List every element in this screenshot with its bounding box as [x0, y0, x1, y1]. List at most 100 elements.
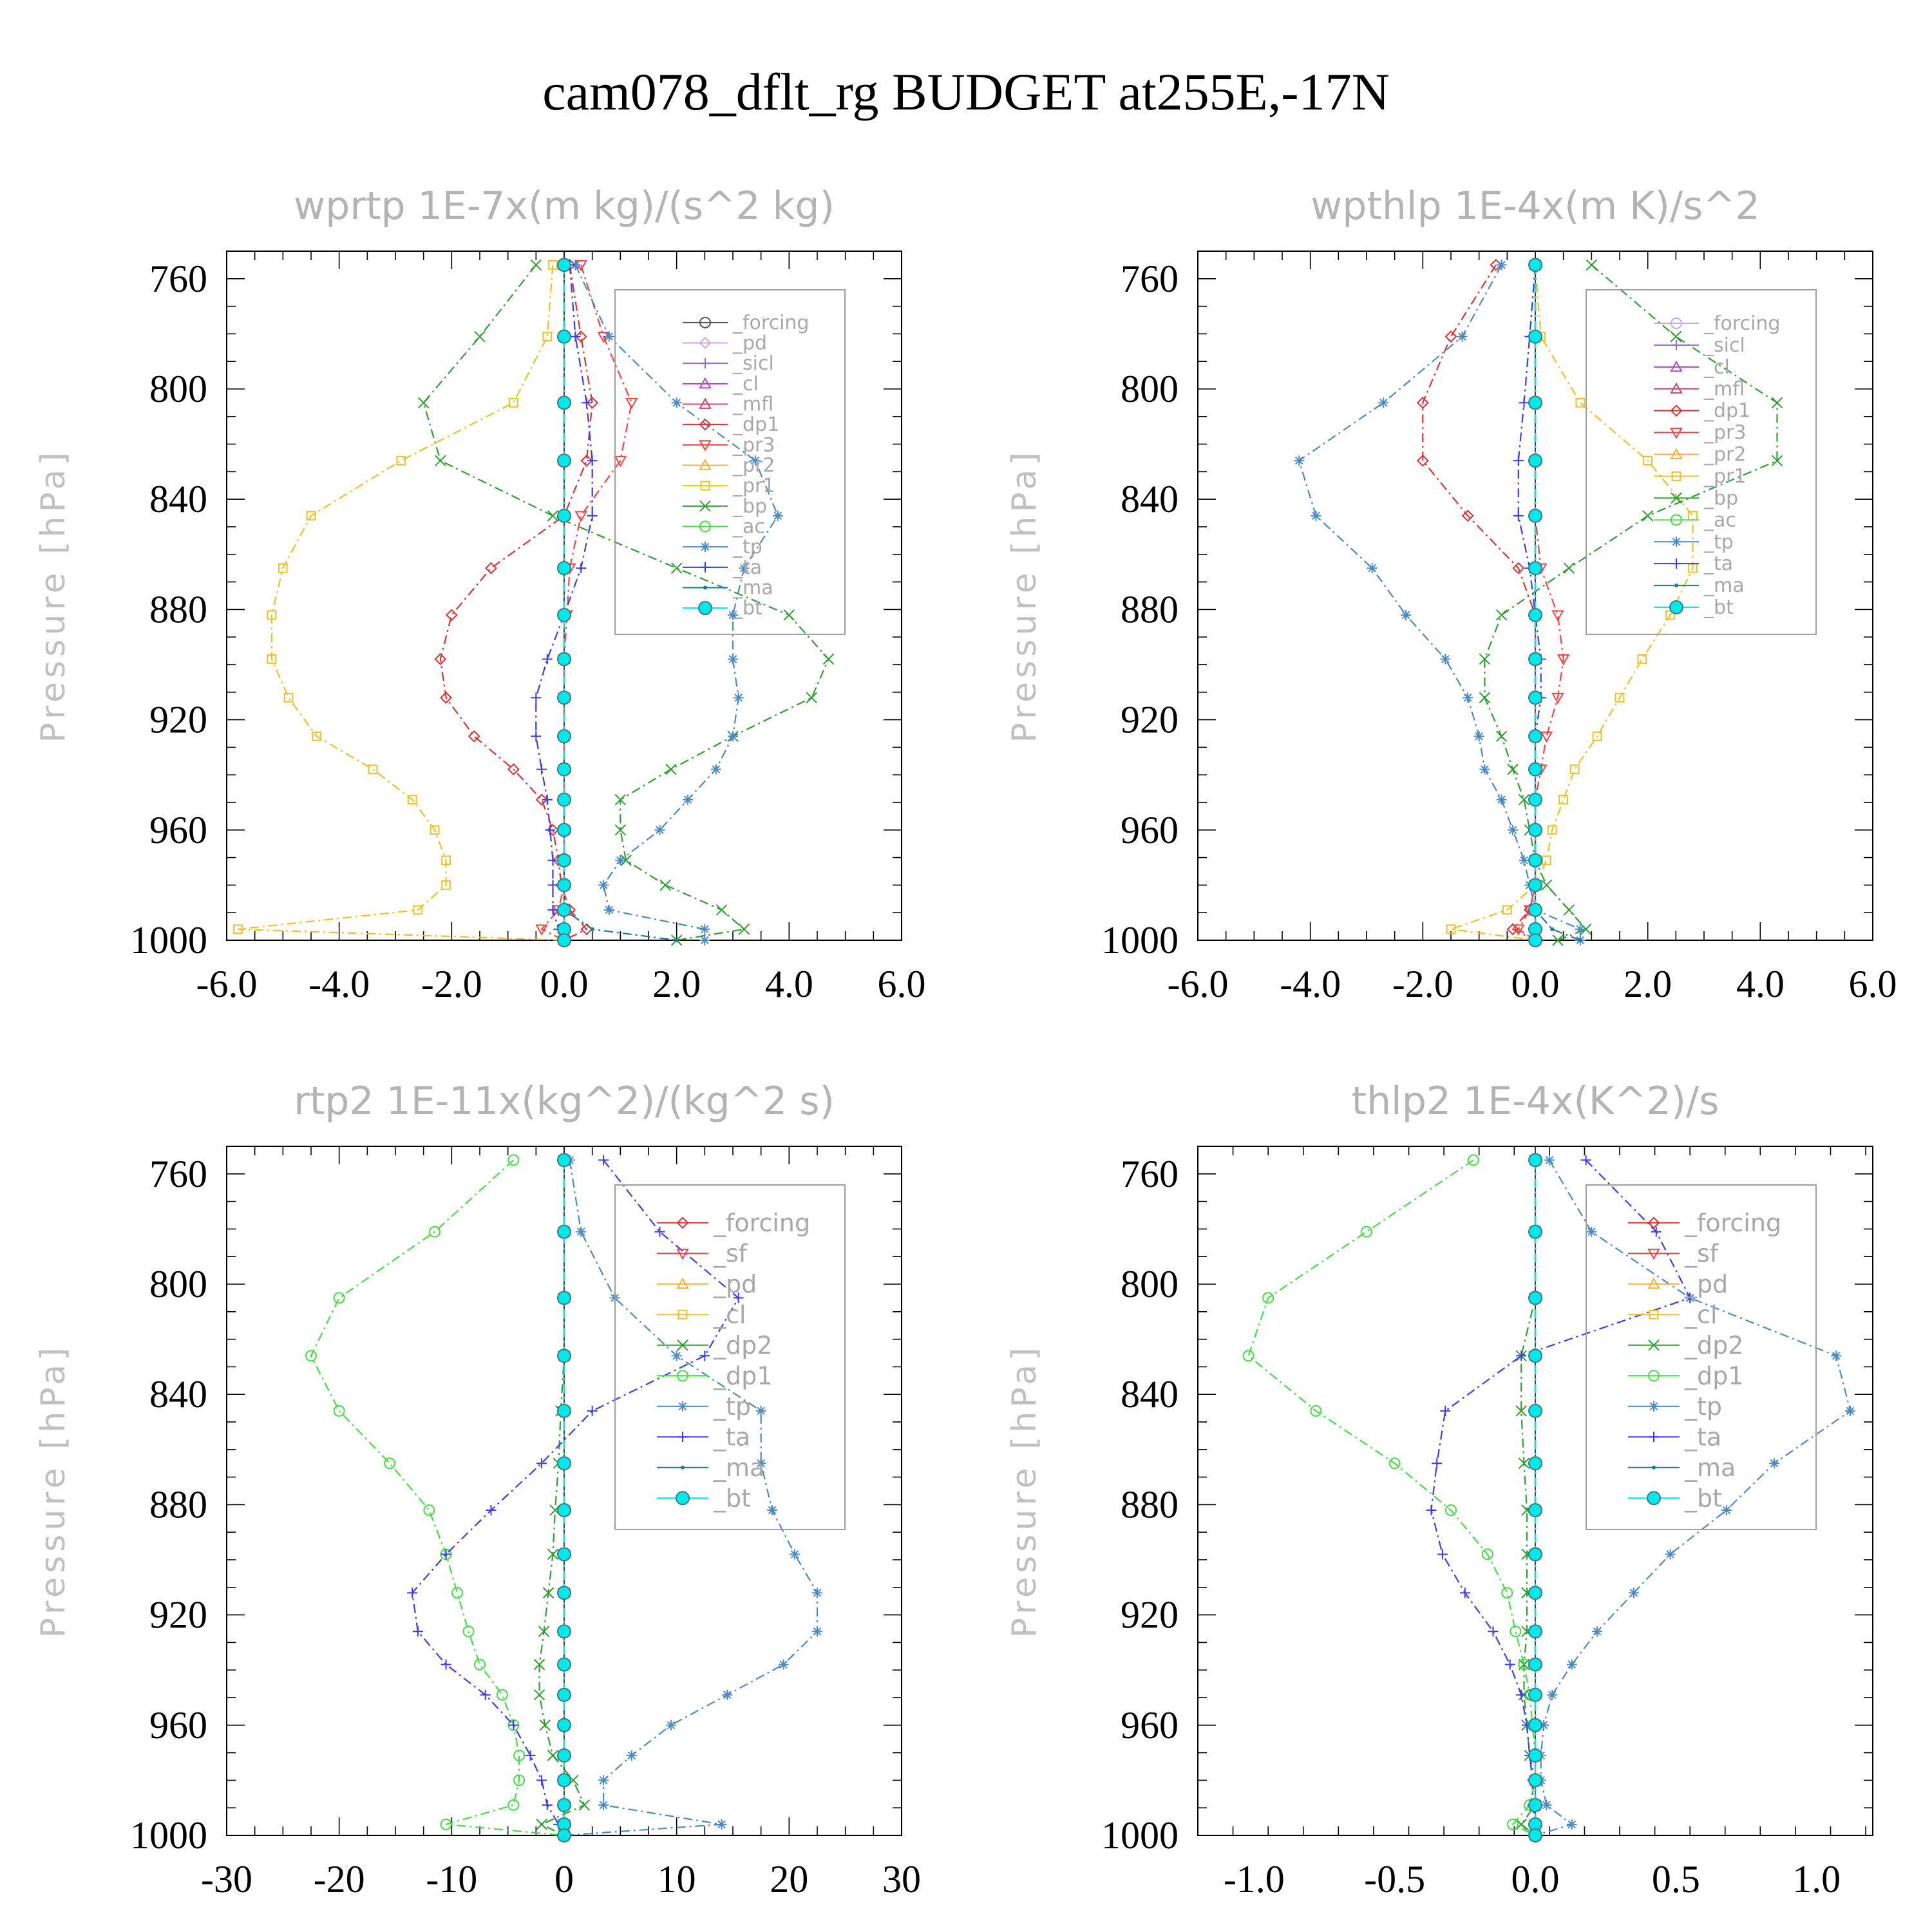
legend-marker — [700, 480, 710, 491]
data-point — [547, 904, 558, 915]
legend-label: _bt — [1684, 1484, 1722, 1512]
data-point — [728, 654, 738, 665]
legend-marker — [698, 601, 712, 616]
legend-entry-sicl: _sicl — [683, 352, 774, 375]
data-point — [267, 654, 277, 664]
legend-entry-bp: _bp — [683, 495, 767, 518]
data-point — [434, 653, 447, 665]
legend-label: _bp — [1703, 487, 1738, 509]
legend-entry-dp1: _dp1 — [657, 1361, 772, 1390]
data-point — [1528, 1547, 1542, 1562]
legend-label: _forcing — [713, 1209, 810, 1237]
legend-marker — [677, 1340, 688, 1351]
data-point — [1496, 794, 1507, 805]
data-point — [1432, 1458, 1443, 1469]
data-point — [1440, 654, 1451, 665]
data-point — [407, 1587, 418, 1598]
data-point — [614, 455, 627, 468]
legend-entry-ta: _ta — [1654, 553, 1733, 575]
panel-title: thlp2 1E-4x(K^2)/s — [1351, 1079, 1719, 1124]
data-point — [557, 1828, 571, 1842]
data-point — [1501, 1587, 1513, 1599]
data-point — [710, 764, 721, 775]
data-point — [547, 1750, 559, 1761]
data-point — [1578, 938, 1582, 942]
y-tick-label: 800 — [1121, 1263, 1179, 1305]
data-point — [1541, 1799, 1552, 1810]
legend-label: _bt — [713, 1484, 751, 1512]
data-point — [822, 653, 835, 665]
data-point — [1540, 879, 1553, 891]
data-point — [1513, 455, 1524, 466]
data-point — [430, 825, 440, 835]
series-line — [238, 265, 565, 942]
data-point — [1507, 1818, 1519, 1830]
data-point — [587, 510, 598, 521]
legend: _forcing_sf _pd_cl_dp2_dp1_tp_ta _ma_bt — [1586, 1184, 1817, 1530]
data-point — [580, 454, 593, 467]
data-point — [1592, 731, 1602, 741]
series-line — [1450, 265, 1694, 942]
legend-label: _sicl — [732, 352, 774, 375]
data-point — [783, 609, 795, 621]
series-line — [538, 1160, 585, 1836]
y-tick-label: 800 — [149, 368, 207, 410]
x-tick-label: 0.0 — [1511, 1858, 1560, 1900]
legend-marker — [1652, 1465, 1656, 1470]
data-point — [812, 1626, 822, 1637]
data-point — [1528, 607, 1542, 622]
data-point — [683, 794, 694, 805]
data-point — [1528, 1456, 1542, 1471]
data-point — [1495, 730, 1508, 742]
x-tick-label: -10 — [426, 1858, 477, 1900]
legend-label: _pr3 — [1703, 422, 1746, 444]
series-line — [1517, 265, 1542, 940]
legend-label: _bt — [1703, 596, 1734, 619]
legend-entry-pd: _pd — [1628, 1270, 1728, 1298]
legend-marker — [700, 562, 710, 573]
series-pr1 — [233, 260, 569, 945]
legend-label: _bt — [732, 597, 762, 620]
legend-marker — [1670, 448, 1683, 459]
data-point — [772, 510, 783, 521]
data-point — [535, 793, 548, 806]
data-point — [570, 260, 581, 270]
data-point — [368, 764, 378, 775]
data-point — [557, 329, 571, 344]
data-point — [755, 1458, 766, 1469]
data-point — [429, 1226, 441, 1238]
series-bt — [1528, 1153, 1542, 1842]
data-point — [670, 562, 683, 574]
data-point — [1515, 1405, 1527, 1417]
legend-label: _pr1 — [1703, 465, 1746, 488]
data-point — [654, 824, 665, 835]
data-point — [451, 1587, 464, 1599]
data-point — [557, 1657, 571, 1672]
legend-marker — [1670, 428, 1683, 439]
x-tick-label: -2.0 — [421, 963, 482, 1005]
data-point — [574, 330, 587, 343]
data-point — [1459, 1587, 1470, 1598]
data-point — [1479, 653, 1491, 665]
data-point — [508, 1719, 519, 1730]
data-point — [574, 511, 587, 522]
series-line — [310, 1159, 565, 1837]
data-point — [1685, 1293, 1696, 1303]
panel-1: wprtp 1E-7x(m kg)/(s^2 kg) Pressure [hPa]… — [34, 184, 926, 1005]
data-point — [1528, 1224, 1542, 1239]
data-point — [542, 794, 553, 805]
series-line — [1520, 1160, 1537, 1836]
legend-entry-dp1: _dp1 — [1628, 1361, 1743, 1390]
data-point — [423, 1504, 435, 1516]
data-point — [480, 1689, 491, 1700]
legend-entry-ta: _ta — [1628, 1423, 1721, 1451]
data-point — [733, 692, 744, 703]
data-point — [547, 510, 559, 522]
y-tick-label: 840 — [149, 478, 207, 520]
data-point — [598, 1775, 609, 1786]
data-point — [1310, 1405, 1322, 1417]
y-tick-label: 1000 — [130, 919, 207, 961]
data-point — [1592, 1626, 1603, 1637]
panel-2: wpthlp 1E-4x(m K)/s^2 Pressure [hPa] 760 80… — [1005, 184, 1897, 1005]
data-point — [557, 1687, 571, 1702]
